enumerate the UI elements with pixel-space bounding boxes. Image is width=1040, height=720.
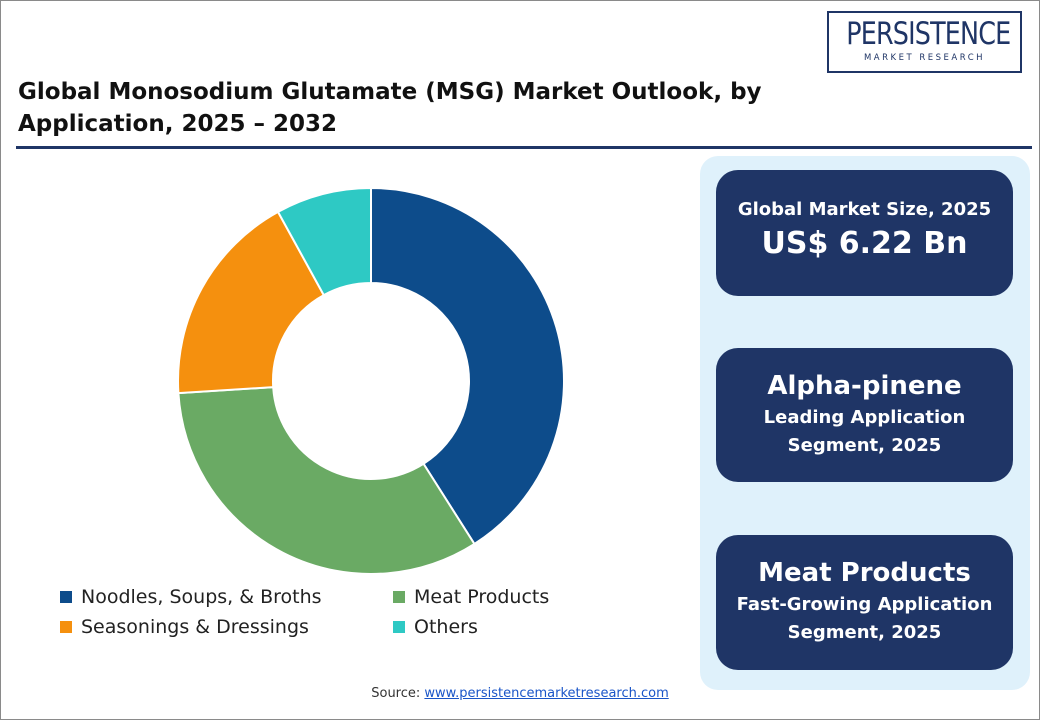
fastest-segment-line2: Segment, 2025 bbox=[787, 622, 942, 643]
donut-slice-seasonings-dressings bbox=[177, 210, 326, 395]
legend-label: Noodles, Soups, & Broths bbox=[81, 586, 322, 608]
logo-wordmark: PERSISTENCE bbox=[846, 16, 1011, 52]
legend-swatch bbox=[393, 591, 405, 603]
legend-label: Others bbox=[414, 616, 478, 638]
leading-segment-line2: Segment, 2025 bbox=[787, 435, 942, 456]
market-size-card: Global Market Size, 2025 US$ 6.22 Bn bbox=[716, 170, 1013, 296]
market-size-value: US$ 6.22 Bn bbox=[761, 226, 968, 261]
legend-label: Meat Products bbox=[414, 586, 550, 608]
legend-item: Meat Products bbox=[393, 586, 549, 608]
donut-slice-meat-products bbox=[177, 386, 476, 575]
source-label: Source: bbox=[371, 686, 421, 701]
fastest-segment-name: Meat Products bbox=[758, 558, 971, 588]
page-title: Global Monosodium Glutamate (MSG) Market… bbox=[18, 79, 762, 137]
legend-item: Seasonings & Dressings bbox=[60, 616, 309, 638]
leading-segment-line1: Leading Application bbox=[763, 407, 966, 428]
legend-swatch bbox=[393, 621, 405, 633]
legend-swatch bbox=[60, 591, 72, 603]
logo-tagline: MARKET RESEARCH bbox=[863, 53, 986, 63]
persistence-logo: PERSISTENCE MARKET RESEARCH bbox=[827, 11, 1022, 73]
donut-slice-others bbox=[276, 186, 372, 297]
leading-segment-name: Alpha-pinene bbox=[767, 371, 962, 401]
legend-label: Seasonings & Dressings bbox=[81, 616, 309, 638]
market-size-label: Global Market Size, 2025 bbox=[737, 199, 992, 220]
donut-slice-noodles-soups-broths bbox=[370, 186, 565, 546]
source-link[interactable]: www.persistencemarketresearch.com bbox=[424, 686, 669, 701]
legend-item: Others bbox=[393, 616, 478, 638]
fastest-segment-line1: Fast-Growing Application bbox=[736, 594, 993, 615]
leading-segment-card: Alpha-pinene Leading Application Segment… bbox=[716, 348, 1013, 482]
donut-chart bbox=[177, 186, 565, 575]
legend-item: Noodles, Soups, & Broths bbox=[60, 586, 322, 608]
source-note: Source: www.persistencemarketresearch.co… bbox=[0, 686, 1040, 701]
fastest-segment-card: Meat Products Fast-Growing Application S… bbox=[716, 535, 1013, 670]
legend-swatch bbox=[60, 621, 72, 633]
title-divider bbox=[16, 146, 1032, 149]
